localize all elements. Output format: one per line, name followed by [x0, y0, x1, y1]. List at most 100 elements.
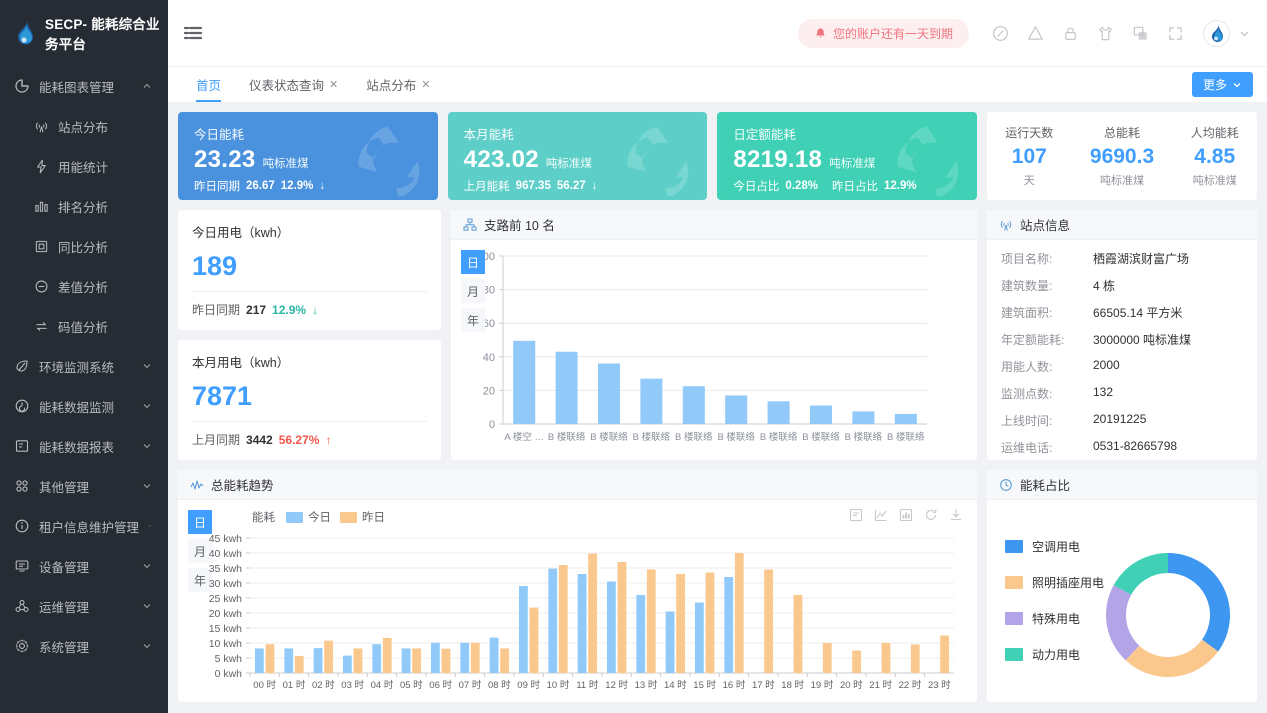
bar-chart-icon[interactable]	[899, 508, 913, 522]
bell-icon	[816, 27, 825, 38]
fullscreen-icon[interactable]	[1167, 25, 1184, 42]
info-row: 监测点数: 132	[1001, 385, 1243, 402]
info-key: 建筑数量:	[1001, 279, 1053, 293]
sidebar-subitem-energy-statistics[interactable]: 用能统计	[0, 146, 168, 186]
svg-text:B 楼联络: B 楼联络	[548, 431, 586, 443]
svg-text:18 时: 18 时	[781, 679, 804, 691]
sidebar-item-energy-data-reports[interactable]: 能耗数据报表	[0, 426, 168, 466]
tab-site-distribution[interactable]: 站点分布 ✕	[352, 67, 444, 102]
hamburger-list-icon[interactable]	[180, 20, 206, 46]
info-key: 监测点数:	[1001, 387, 1053, 401]
legend-title: 能耗	[252, 512, 275, 524]
legend-item-today[interactable]: 今日	[286, 509, 331, 525]
download-icon[interactable]	[949, 508, 963, 522]
sidebar-subitem-difference-analysis[interactable]: 差值分析	[0, 266, 168, 306]
svg-text:B 楼联络: B 楼联络	[633, 431, 671, 443]
info-key: 年定额能耗:	[1001, 333, 1065, 347]
site-info-list: 项目名称: 栖霞湖滨财富广场 建筑数量: 4 栋 建筑面积: 66505.14 …	[987, 240, 1257, 456]
stat-summary-card: 运行天数 107 天 总能耗 9690.3 吨标准煤 人均能耗 4.85 吨标准…	[987, 112, 1258, 200]
chevron-down-icon[interactable]	[1238, 27, 1251, 40]
sidebar-subitem-ranking-analysis[interactable]: 排名分析	[0, 186, 168, 226]
period-month-button[interactable]: 月	[188, 539, 212, 563]
panel-body: 日 月 年 0 20 40 60 80 100 A 楼空 … B 楼联络 B 楼联络 B 楼联络 B…	[451, 240, 977, 460]
kpi-value: 423.02	[463, 146, 539, 173]
sidebar-subitem-label: 站点分布	[58, 120, 109, 135]
user-logo-avatar-icon	[1211, 24, 1223, 42]
chevron-up-icon	[143, 83, 151, 88]
svg-text:21 时: 21 时	[869, 679, 892, 691]
lightning-icon	[36, 159, 47, 173]
tab-label: 仪表状态查询	[249, 79, 325, 93]
period-day-button[interactable]: 日	[461, 250, 485, 274]
language-switch-icon[interactable]	[1132, 25, 1149, 42]
sidebar-item-system-management[interactable]: 系统管理	[0, 626, 168, 666]
tab-label: 站点分布	[366, 79, 417, 93]
svg-text:00 时: 00 时	[253, 679, 276, 691]
sidebar-item-device-management[interactable]: 设备管理	[0, 546, 168, 586]
svg-text:15 kwh: 15 kwh	[209, 623, 242, 635]
svg-text:B 楼联络: B 楼联络	[760, 431, 798, 443]
legend-swatch	[286, 511, 303, 523]
stat-unit: 天	[1023, 175, 1035, 188]
close-icon[interactable]: ✕	[421, 79, 431, 91]
clock-pie-icon	[1000, 478, 1012, 491]
sidebar-subitem-label: 同比分析	[58, 240, 109, 255]
sidebar-subitem-site-distribution[interactable]: 站点分布	[0, 106, 168, 146]
period-month-button[interactable]: 月	[461, 279, 485, 303]
shirt-theme-icon[interactable]	[1097, 25, 1114, 42]
pie-legend-item-ac[interactable]: 空调用电	[1005, 538, 1104, 555]
tab-meter-status-query[interactable]: 仪表状态查询 ✕	[235, 67, 352, 102]
sidebar-item-other-management[interactable]: 其他管理	[0, 466, 168, 506]
svg-text:01 时: 01 时	[283, 679, 306, 691]
svg-text:17 时: 17 时	[752, 679, 775, 691]
avatar[interactable]	[1203, 19, 1230, 47]
svg-text:13 时: 13 时	[635, 679, 658, 691]
sidebar-item-energy-data-monitoring[interactable]: 能耗数据监测	[0, 386, 168, 426]
tab-home[interactable]: 首页	[182, 67, 235, 102]
sidebar-item-ops-management[interactable]: 运维管理	[0, 586, 168, 626]
broadcast-tower-icon	[35, 121, 48, 132]
more-button[interactable]: 更多	[1191, 72, 1253, 97]
kpi-pct: 12.9%	[883, 180, 917, 192]
svg-text:06 时: 06 时	[429, 679, 452, 691]
period-year-button[interactable]: 年	[188, 568, 212, 592]
sidebar-subitem-yoy-analysis[interactable]: 同比分析	[0, 226, 168, 266]
kpi-row: 今日能耗 23.23 吨标准煤 昨日同期 26.67 12.9% ↓ 本月能耗	[178, 112, 1258, 200]
stat-unit: 吨标准煤	[1100, 175, 1144, 188]
account-expiry-notice[interactable]: 您的账户还有一天到期	[797, 18, 969, 48]
svg-text:B 楼联络: B 楼联络	[887, 431, 925, 443]
energy-share-donut-chart	[1106, 553, 1230, 677]
period-year-button[interactable]: 年	[461, 308, 485, 332]
info-key: 项目名称:	[1001, 252, 1053, 266]
compass-icon[interactable]	[992, 25, 1009, 42]
svg-text:10 kwh: 10 kwh	[209, 638, 242, 650]
legend-swatch	[1005, 576, 1023, 589]
pie-legend-item-lighting[interactable]: 照明插座用电	[1005, 574, 1104, 591]
info-key: 用能人数:	[1001, 360, 1053, 374]
info-row: 运维电话: 0531-82665798	[1001, 439, 1243, 456]
legend-item-yesterday[interactable]: 昨日	[340, 509, 385, 525]
restore-icon[interactable]	[924, 508, 938, 522]
sidebar-item-environment-monitoring[interactable]: 环境监测系统	[0, 346, 168, 386]
flame-drop-logo-icon	[18, 21, 33, 45]
period-day-button[interactable]: 日	[188, 510, 212, 534]
pie-legend-item-special[interactable]: 特殊用电	[1005, 610, 1104, 627]
warning-triangle-icon[interactable]	[1027, 25, 1044, 42]
line-chart-icon[interactable]	[874, 508, 888, 522]
close-icon[interactable]: ✕	[329, 79, 339, 91]
lock-icon[interactable]	[1062, 25, 1079, 42]
device-screen-icon	[15, 560, 29, 572]
pie-legend-item-power[interactable]: 动力用电	[1005, 646, 1104, 663]
data-view-icon[interactable]	[849, 508, 863, 522]
branch-top10-panel: 支路前 10 名 日 月 年 0 20 40 60 80 100 A 楼空 … B 楼联络 B …	[451, 210, 977, 460]
brand[interactable]: SECP- 能耗综合业务平台	[0, 0, 168, 66]
sidebar-item-tenant-info-management[interactable]: 租户信息维护管理	[0, 506, 168, 546]
info-value: 3000000 吨标准煤	[1093, 333, 1192, 347]
sidebar-item-label: 设备管理	[39, 560, 90, 575]
sidebar-subitem-code-value-analysis[interactable]: 码值分析	[0, 306, 168, 346]
chevron-down-icon	[143, 604, 151, 609]
svg-text:35 kwh: 35 kwh	[209, 563, 242, 575]
kpi-compare-label: 今日占比	[733, 181, 780, 193]
svg-text:04 时: 04 时	[371, 679, 394, 691]
sidebar-item-energy-charts[interactable]: 能耗图表管理	[0, 66, 168, 106]
